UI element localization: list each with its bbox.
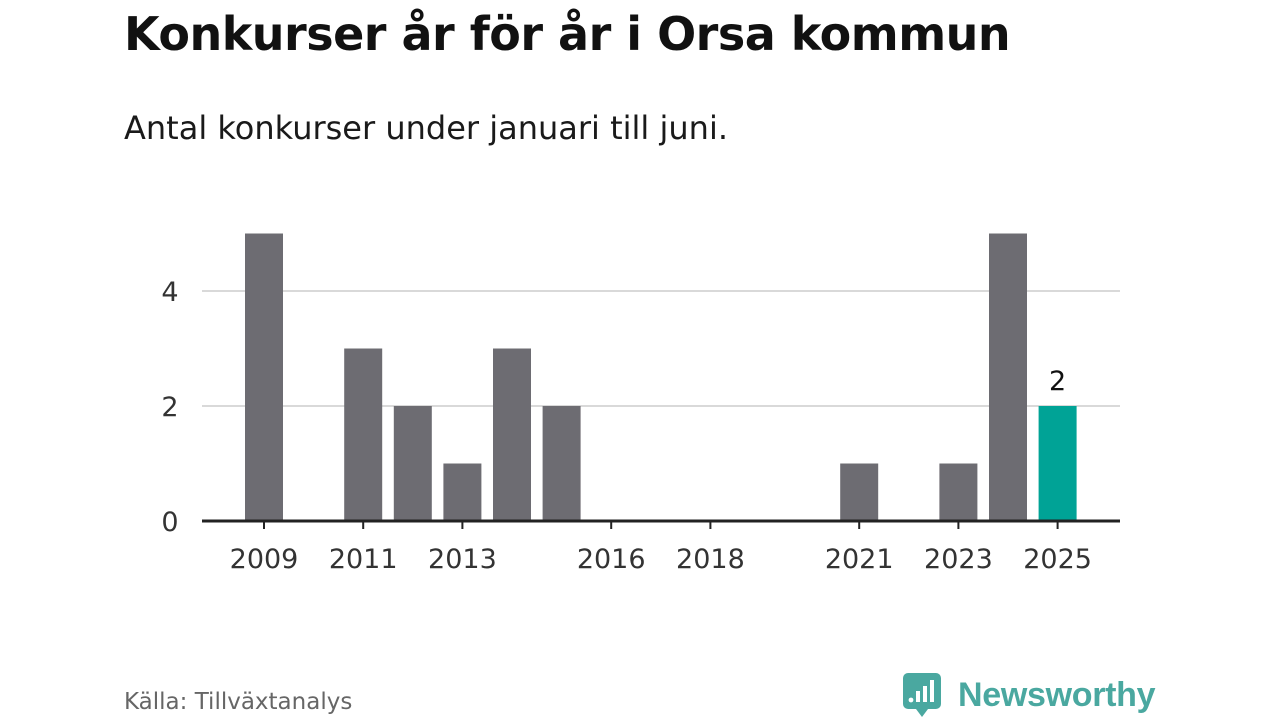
y-tick-label: 2 bbox=[161, 392, 178, 423]
x-tick-label: 2021 bbox=[825, 544, 894, 575]
x-tick-label: 2013 bbox=[428, 544, 497, 575]
data-label: 2 bbox=[1049, 366, 1066, 397]
x-tick-label: 2016 bbox=[577, 544, 646, 575]
bar bbox=[344, 348, 383, 521]
source-note: Källa: Tillväxtanalys bbox=[124, 689, 353, 715]
y-tick-label: 4 bbox=[161, 277, 178, 308]
x-tick-label: 2009 bbox=[230, 544, 299, 575]
chart-title: Konkurser år för år i Orsa kommun bbox=[124, 7, 1011, 61]
gridlines bbox=[202, 290, 1120, 407]
bar-highlight bbox=[1038, 406, 1077, 521]
x-axis-ticks: 2009 2011 2013 2016 2018 2021 2023 2025 bbox=[230, 521, 1092, 575]
chart-subtitle: Antal konkurser under januari till juni. bbox=[124, 109, 728, 147]
data-labels: 2 bbox=[1049, 366, 1066, 397]
bar bbox=[989, 233, 1027, 521]
x-tick-label: 2025 bbox=[1023, 544, 1092, 575]
bar bbox=[542, 406, 581, 521]
bars bbox=[245, 233, 1077, 521]
y-axis-ticks: 0 2 4 bbox=[161, 277, 178, 538]
brand-logo: Newsworthy bbox=[902, 670, 1156, 720]
newsworthy-logo-icon bbox=[903, 673, 941, 717]
bar bbox=[939, 463, 978, 521]
bar bbox=[393, 406, 432, 521]
x-tick-label: 2018 bbox=[676, 544, 745, 575]
bar bbox=[493, 348, 531, 521]
bar bbox=[840, 463, 879, 521]
bar bbox=[443, 463, 482, 521]
x-tick-label: 2023 bbox=[924, 544, 993, 575]
x-tick-label: 2011 bbox=[329, 544, 398, 575]
bar bbox=[245, 233, 283, 521]
brand-name: Newsworthy bbox=[958, 676, 1156, 714]
y-tick-label: 0 bbox=[161, 507, 178, 538]
